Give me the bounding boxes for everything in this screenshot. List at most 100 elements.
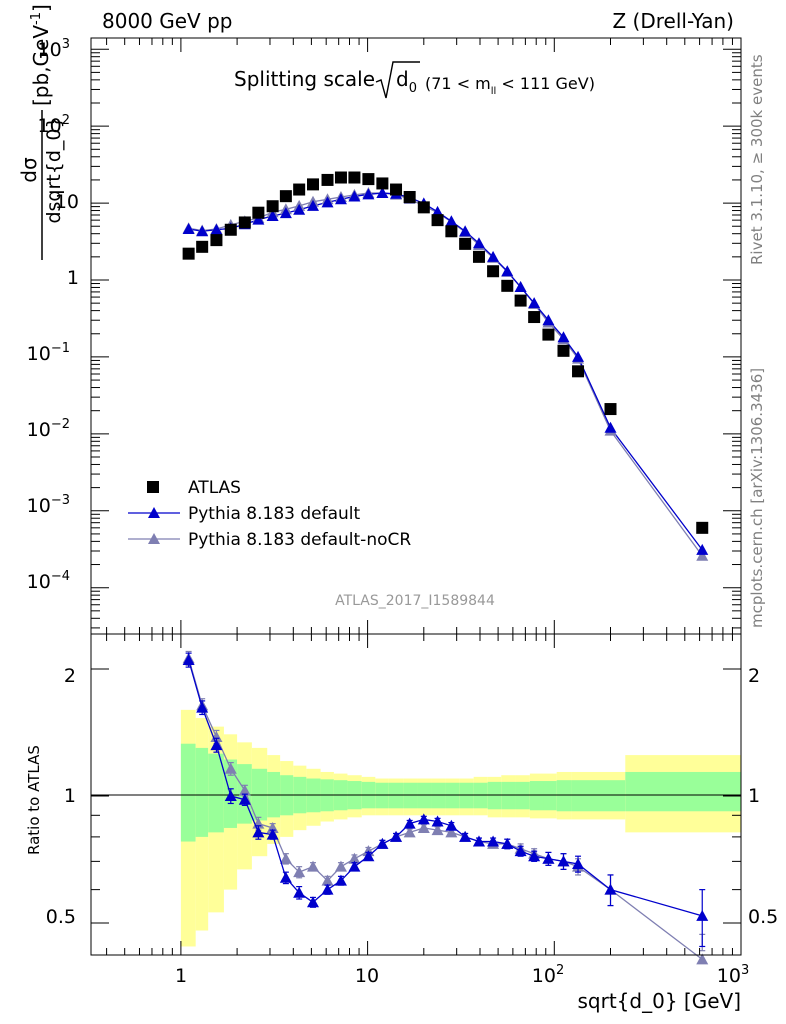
ratio-panel: 2 1 0.5 2 1 0.5 Ratio to ATLAS 1 10 102 … <box>25 633 778 1013</box>
mc-point <box>514 281 527 293</box>
x-axis-label: sqrt{d_0} [GeV] <box>578 989 742 1013</box>
x-tick-labels: 1 10 102 103 <box>175 963 749 987</box>
mc-point <box>528 297 541 309</box>
ratio-y-tick-labels: 2 1 0.5 2 1 0.5 <box>46 665 778 928</box>
ratio-point <box>403 826 416 838</box>
ratio-point <box>417 821 430 833</box>
x-tick-1e3: 103 <box>717 963 749 987</box>
main-plot-panel: 103 102 10 1 10−1 10−2 10−3 10−4 dσ dsqr… <box>17 4 742 635</box>
mc-point <box>321 196 334 208</box>
mc-point <box>182 223 195 235</box>
ratio-point <box>557 855 570 867</box>
ratio-point <box>252 826 265 838</box>
mc-point <box>557 331 570 343</box>
ratio-point <box>348 860 361 872</box>
ratio-point <box>445 826 458 838</box>
atlas-point <box>472 250 485 263</box>
y-tick-label-1em3: 10−3 <box>27 493 70 517</box>
atlas-point <box>417 201 430 214</box>
ratio-point <box>224 789 237 801</box>
inner-band-bin <box>487 781 502 810</box>
inner-band-bin <box>529 781 544 811</box>
mc-point <box>459 225 472 237</box>
ratio-y-tick-2-left: 2 <box>64 665 76 687</box>
ratio-point <box>431 815 444 827</box>
ratio-point <box>362 850 375 862</box>
atlas-point <box>279 190 292 203</box>
atlas-point <box>293 183 306 196</box>
main-plot-ticks <box>91 38 742 634</box>
mc-point <box>572 350 585 362</box>
atlas-point <box>696 521 709 534</box>
ratio-point <box>348 852 361 864</box>
legend-atlas-label: ATLAS <box>188 478 241 498</box>
ratio-point <box>604 883 617 895</box>
ratio-error-bands <box>180 709 741 947</box>
ratio-point <box>238 784 251 796</box>
atlas-point <box>528 311 541 324</box>
mc-point <box>252 213 265 225</box>
inner-band-bin <box>459 782 474 809</box>
ratio-point <box>528 850 541 862</box>
ratio-point <box>182 653 195 665</box>
atlas-point <box>252 206 265 219</box>
mc-point <box>293 203 306 215</box>
mc-point <box>472 237 485 249</box>
ratio-y-tick-05-left: 0.5 <box>46 906 76 928</box>
ratio-point <box>224 762 237 774</box>
mc-point <box>445 215 458 227</box>
atlas-point <box>604 403 617 416</box>
series-line-1 <box>188 192 703 551</box>
y-axis-label-denominator: dsqrt{d_0} <box>43 116 65 223</box>
y-tick-label-1e1: 10 <box>55 191 79 213</box>
x-tick-1e2: 102 <box>532 963 564 987</box>
legend: ATLAS Pythia 8.183 default Pythia 8.183 … <box>128 478 411 550</box>
plot-title-range: (71 < mll < 111 GeV) <box>425 74 595 97</box>
process-label: Z (Drell-Yan) <box>612 9 734 33</box>
atlas-point <box>224 223 237 236</box>
inner-band-bin <box>543 781 557 811</box>
ratio-point <box>321 874 334 886</box>
legend-pythia-label: Pythia 8.183 default <box>188 504 361 524</box>
mc-point <box>210 223 223 235</box>
ratio-point <box>472 835 485 847</box>
ratio-point <box>306 860 319 872</box>
analysis-id: ATLAS_2017_I1589844 <box>335 593 495 609</box>
ratio-point <box>196 701 209 713</box>
mc-point <box>279 207 292 219</box>
ratio-point <box>459 830 472 842</box>
atlas-point <box>182 247 195 260</box>
inner-band-bin <box>388 782 404 809</box>
legend-nocr-label: Pythia 8.183 default-noCR <box>188 530 411 550</box>
ratio-point <box>542 852 555 864</box>
y-tick-label-1: 1 <box>67 267 79 289</box>
ratio-point <box>390 830 403 842</box>
inner-band-bin <box>431 782 446 809</box>
legend-atlas-marker <box>147 481 159 493</box>
main-plot-y-tick-labels: 103 102 10 1 10−1 10−2 10−3 10−4 <box>27 37 79 593</box>
ratio-y-axis-label: Ratio to ATLAS <box>25 745 43 855</box>
ratio-y-tick-1-right: 1 <box>748 785 760 807</box>
inner-band-bin <box>417 782 432 809</box>
ratio-point <box>279 871 292 883</box>
mc-point <box>487 250 500 262</box>
ratio-y-tick-2-right: 2 <box>748 665 760 687</box>
mc-point <box>542 314 555 326</box>
mc-point <box>266 209 279 221</box>
inner-band-bin <box>473 782 488 809</box>
atlas-point <box>459 237 472 250</box>
mc-point <box>306 199 319 211</box>
inner-band-bin <box>208 753 224 833</box>
mc-point <box>362 188 375 200</box>
atlas-point <box>445 225 458 238</box>
ratio-point <box>334 874 347 886</box>
inner-band-bin <box>556 780 572 812</box>
atlas-point <box>348 171 361 184</box>
mc-point <box>501 265 514 277</box>
atlas-point <box>306 178 319 191</box>
mc-point <box>376 187 389 199</box>
atlas-point <box>501 279 514 292</box>
atlas-point <box>514 294 527 307</box>
inner-band-bin <box>375 782 389 809</box>
rivet-label: Rivet 3.1.10, ≥ 300k events <box>748 54 766 265</box>
